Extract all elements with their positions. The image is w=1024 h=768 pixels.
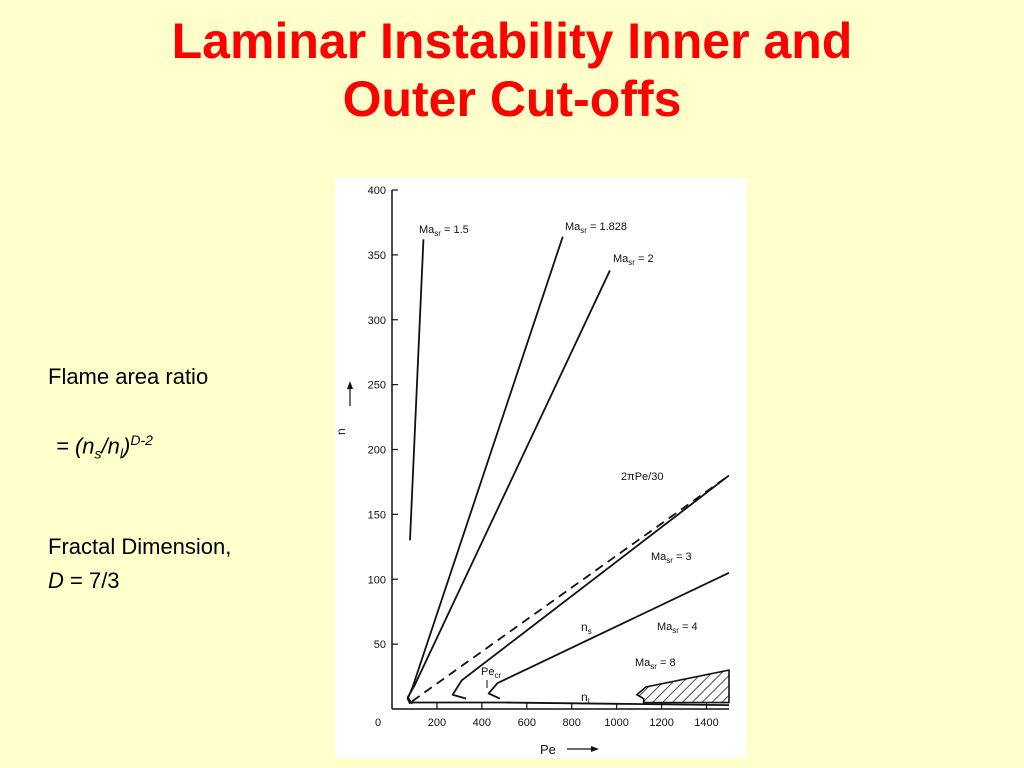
label-n-l: nL	[581, 690, 593, 706]
flame-area-ratio-label: Flame area ratio	[48, 364, 209, 389]
formula-ns: n	[82, 433, 95, 459]
y-tick-label-100: 100	[368, 574, 386, 586]
y-tick-label-200: 200	[368, 445, 386, 457]
series-ma-sr-8	[635, 669, 730, 704]
series-ma-sr-1-828	[406, 236, 564, 705]
label-ma-4: Masr = 4	[657, 621, 698, 635]
label-ma-1-828: Masr = 1.828	[565, 221, 627, 235]
formula-prefix: = (	[56, 433, 83, 459]
y-tick-label-350: 350	[368, 250, 386, 262]
d-symbol: D	[48, 568, 64, 593]
series-ma-sr-4	[487, 571, 730, 700]
y-tick-label-400: 400	[368, 185, 386, 197]
x-tick-label-1200: 1200	[649, 717, 673, 729]
d-value: = 7/3	[63, 568, 120, 593]
label-2pi-pe-30: 2πPe/30	[621, 471, 663, 483]
x-axis-arrowhead	[591, 746, 599, 752]
series-ma-sr-1-5	[409, 239, 425, 541]
title-line-2: Outer Cut-offs	[342, 71, 682, 127]
label-pe-cr: Pecr	[481, 666, 501, 680]
series-2-pe-30	[411, 474, 730, 702]
label-ma-1-5: Masr = 1.5	[419, 224, 469, 238]
x-tick-label-1000: 1000	[604, 717, 628, 729]
series-ma-sr-2	[406, 270, 611, 705]
formula-ns-sub: s	[94, 445, 102, 462]
label-ma-3: Masr = 3	[651, 551, 692, 565]
y-tick-label-50: 50	[374, 639, 386, 651]
y-tick-label-150: 150	[368, 509, 386, 521]
title-line-1: Laminar Instability Inner and	[171, 13, 853, 69]
y-axis-arrowhead	[347, 381, 353, 389]
formula-nl-sub: l	[119, 445, 124, 462]
x-axis-label: Pe	[540, 742, 556, 757]
x-tick-label-1400: 1400	[694, 717, 718, 729]
x-tick-label-400: 400	[473, 717, 491, 729]
d-value-line: D = 7/3	[48, 568, 120, 594]
slide-title: Laminar Instability Inner and Outer Cut-…	[0, 12, 1024, 128]
label-n-s: ns	[581, 620, 592, 636]
chart-svg: 50 100 150 200 250 300 350 400 0 200 400 600 800 1000…	[334, 185, 730, 757]
x-tick-label-600: 600	[518, 717, 536, 729]
formula-close: )	[123, 433, 131, 459]
x-tick-label-800: 800	[563, 717, 581, 729]
fractal-dimension-label: Fractal Dimension,	[48, 534, 232, 559]
series-n-l	[409, 701, 730, 707]
chart-figure: 50 100 150 200 250 300 350 400 0 200 400 600 800 1000…	[334, 178, 747, 758]
formula-exponent: D-2	[130, 432, 153, 448]
label-ma-8: Masr = 8	[635, 657, 676, 671]
formula-slash: /	[101, 433, 108, 459]
ratio-formula: = (ns/nl)D-2	[56, 432, 153, 462]
y-tick-label-300: 300	[368, 315, 386, 327]
x-tick-label-0: 0	[375, 717, 381, 729]
formula-nl: n	[107, 433, 120, 459]
label-ma-2: Masr = 2	[613, 253, 654, 267]
series-ma-sr-3	[451, 474, 730, 700]
y-tick-label-250: 250	[368, 380, 386, 392]
x-tick-label-200: 200	[428, 717, 446, 729]
y-axis-label: n	[335, 428, 348, 435]
